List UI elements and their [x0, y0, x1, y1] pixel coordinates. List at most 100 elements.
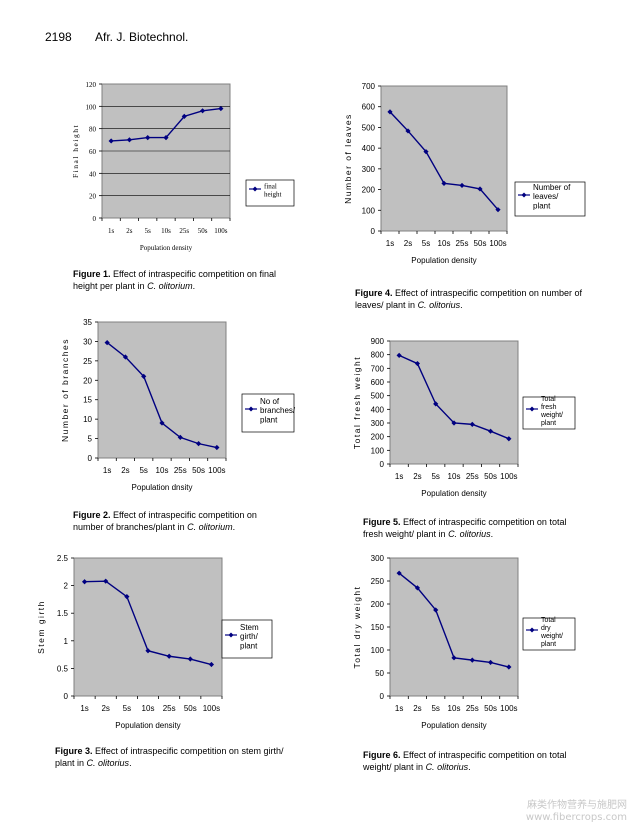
x-tick-label: 2s [413, 472, 421, 481]
legend-label-line: Number of [533, 183, 571, 192]
watermark: 麻类作物营养与施肥网 www.fibercrops.com [526, 800, 627, 824]
y-tick-label: 0.5 [57, 664, 69, 673]
legend-label: Total dry weight/plant [540, 617, 563, 648]
x-tick-label: 1s [103, 466, 111, 475]
x-tick-label: 50s [484, 472, 497, 481]
legend-label: Number of leaves/plant [533, 183, 571, 210]
figure-6-chart: 0 50 100 150 200 250 300 1s 2s 5s 10s 25s 50s 100s Pop… [352, 552, 580, 732]
legend-box [221, 619, 273, 659]
legend-swatch-marker [521, 192, 527, 198]
y-tick-label: 1.5 [57, 609, 69, 618]
legend-label-line: plant [240, 641, 258, 650]
x-tick-label: 2s [413, 704, 421, 713]
x-tick-label: 50s [184, 704, 197, 713]
x-tick-label: 25s [174, 466, 187, 475]
x-tick-label: 5s [422, 239, 430, 248]
y-tick-label: 250 [371, 577, 385, 586]
journal-title: Afr. J. Biotechnol. [95, 30, 189, 44]
y-tick-label: 0 [93, 215, 97, 223]
legend-box [245, 179, 295, 207]
x-axis-title: Population density [421, 721, 486, 730]
y-tick-label: 100 [371, 646, 385, 655]
legend-label-line: plant [260, 415, 278, 424]
x-tick-label: 100s [500, 472, 517, 481]
legend-label-line: fresh [541, 404, 557, 411]
legend-box [241, 393, 295, 433]
legend-label: Total fresh weight/plant [540, 396, 563, 427]
legend-label-line: dry [541, 625, 551, 632]
line-chart: 0 20 40 60 80 100 120 1s 2s 5s 10s 25s 50s 100s Popula… [71, 81, 295, 252]
legend-swatch-marker [529, 406, 535, 412]
line-chart: 0 100 200 300 400 500 600 700 1s 2s 5s 10s 25s 50s 100… [343, 82, 586, 265]
y-tick-label: 0 [64, 692, 69, 701]
y-axis-title: Final height [71, 124, 80, 178]
x-tick-label: 10s [438, 239, 451, 248]
x-tick-label: 25s [466, 704, 479, 713]
data-point [181, 113, 187, 119]
line-chart: 0 0.5 1 1.5 2 2.5 1s 2s 5s 10s 25s 50s 100s Populatio… [36, 554, 273, 730]
watermark-line-1: 麻类作物营养与施肥网 [527, 800, 627, 811]
x-tick-label: 100s [208, 466, 225, 475]
y-tick-label: 5 [88, 435, 93, 444]
legend-label-line: branches/ [260, 406, 296, 415]
legend-swatch-marker [252, 186, 258, 192]
data-point [405, 128, 411, 134]
y-tick-label: 80 [89, 126, 97, 134]
data-point [423, 149, 429, 155]
legend: Total fresh weight/plant [522, 396, 576, 430]
x-tick-label: 50s [474, 239, 487, 248]
y-tick-label: 60 [89, 148, 97, 156]
x-tick-label: 10s [161, 227, 171, 235]
data-point [177, 434, 183, 441]
y-tick-label: 700 [371, 364, 385, 373]
y-tick-label: 100 [86, 103, 97, 111]
x-tick-label: 10s [156, 466, 169, 475]
y-axis-title: Number of branches [60, 338, 70, 442]
y-tick-label: 200 [371, 433, 385, 442]
y-tick-label: 500 [371, 392, 385, 401]
data-point [108, 138, 114, 144]
y-tick-label: 300 [371, 419, 385, 428]
x-tick-label: 2s [404, 239, 412, 248]
plot-area [73, 557, 223, 697]
y-tick-label: 100 [362, 206, 376, 215]
y-tick-label: 200 [371, 600, 385, 609]
y-tick-label: 0 [371, 227, 376, 236]
legend-label: Stem girth/plant [240, 623, 259, 650]
legend-label-line: No of [260, 397, 280, 406]
y-tick-label: 0 [380, 692, 385, 701]
legend-label-line: height [264, 191, 282, 199]
data-point [208, 661, 215, 668]
figure-2-chart: 0 5 10 15 20 25 30 35 1s 2s 5s 10s 25s 50s 100s Populat… [60, 316, 296, 497]
y-tick-label: 20 [89, 193, 97, 201]
watermark-line-2: www.fibercrops.com [525, 812, 627, 823]
plot-area [389, 557, 519, 697]
legend-label-line: weight/ [540, 412, 563, 419]
data-point [126, 137, 133, 143]
x-tick-label: 1s [108, 227, 115, 235]
legend: final height [245, 179, 295, 207]
y-tick-label: 600 [371, 378, 385, 387]
y-tick-label: 400 [371, 405, 385, 414]
x-tick-label: 10s [448, 704, 461, 713]
legend-label-line: Stem [240, 623, 259, 632]
y-tick-label: 400 [362, 144, 376, 153]
x-tick-label: 50s [198, 227, 208, 235]
data-point [477, 186, 483, 192]
figure-6-caption: Figure 6. Effect of intraspecific compet… [363, 750, 567, 772]
x-tick-label: 100s [500, 704, 517, 713]
figure-1-chart: 0 20 40 60 80 100 120 1s 2s 5s 10s 25s 50s 100s Popula… [60, 80, 295, 252]
x-tick-label: 25s [466, 472, 479, 481]
line-chart: 0 100 200 300 400 500 600 700 800 900 1s 2s 5s 10s 25s… [352, 337, 576, 498]
legend-box [514, 181, 586, 217]
y-axis-title: Total dry weight [352, 585, 362, 668]
x-tick-label: 2s [121, 466, 129, 475]
figure-5-chart: 0 100 200 300 400 500 600 700 800 900 1s 2s 5s 10s 25s… [352, 335, 580, 510]
x-tick-label: 5s [139, 466, 147, 475]
x-tick-label: 100s [489, 239, 506, 248]
line-chart: 0 5 10 15 20 25 30 35 1s 2s 5s 10s 25s 50s 100s Populat… [60, 318, 296, 492]
x-tick-label: 1s [395, 472, 403, 481]
x-tick-label: 100s [214, 227, 228, 235]
y-tick-label: 900 [371, 337, 385, 346]
legend-box [522, 617, 576, 651]
